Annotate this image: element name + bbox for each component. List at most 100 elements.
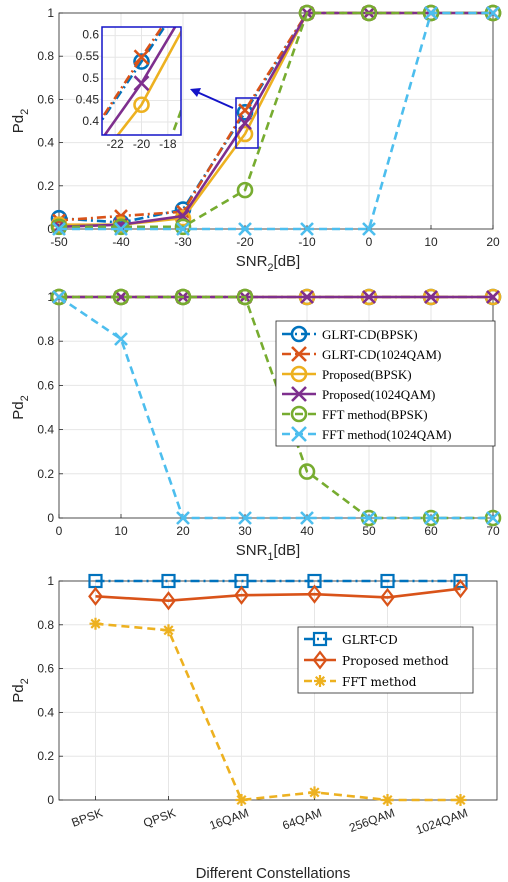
legend-entry: GLRT-CD(BPSK) (282, 325, 418, 343)
inset-data-point (3, 253, 17, 267)
label-main: SNR (236, 542, 268, 559)
legend-entry: FFT method(1024QAM) (282, 426, 451, 442)
legend-marker (312, 631, 328, 647)
label-main: Pd (10, 684, 27, 702)
data-point (52, 290, 66, 304)
chart-2: 00.20.40.60.810 10 20 30 40 50 60 70SNR1[dB]Pd2… (10, 288, 502, 563)
x-tick-label: QPSK (141, 806, 177, 831)
data-point (174, 218, 192, 236)
inset-data-point (133, 53, 150, 70)
data-point (362, 511, 376, 525)
legend-box (275, 320, 496, 447)
data-point (424, 290, 438, 304)
data-point (112, 288, 130, 306)
legend-marker (290, 325, 308, 343)
label-suffix: [dB] (274, 253, 301, 270)
inset-y-tick-label: 0.6 (82, 28, 99, 42)
data-point (486, 290, 500, 304)
y-tick-label: 0.2 (37, 467, 54, 481)
label-sub: 2 (19, 395, 31, 401)
legend-marker (290, 405, 308, 423)
x-tick-label: -10 (298, 235, 316, 249)
data-point (114, 332, 128, 346)
data-point (238, 116, 252, 131)
data-point (50, 218, 68, 236)
y-tick-label: 0 (47, 222, 54, 236)
data-point (50, 288, 68, 306)
y-tick-label: 0.6 (37, 378, 54, 392)
data-point (88, 586, 103, 606)
legend-label: GLRT-CD(BPSK) (322, 327, 418, 342)
x-tick-label: 70 (486, 524, 500, 538)
data-point (236, 288, 254, 306)
x-tick-label: 0 (56, 524, 63, 538)
label-suffix: [dB] (274, 542, 301, 559)
y-tick-label: 0 (47, 793, 54, 807)
x-tick-label: 64QAM (281, 806, 324, 833)
data-point (161, 591, 176, 611)
inset-data-point (133, 75, 150, 92)
data-point (362, 222, 376, 236)
data-point (422, 4, 440, 22)
legend-marker (314, 675, 326, 687)
data-point (453, 573, 468, 589)
inset-y-tick-label: 0.5 (82, 71, 99, 85)
y-tick-label: 0 (47, 511, 54, 525)
x-tick-label: 1024QAM (414, 806, 470, 838)
series-line-5 (59, 11, 493, 229)
data-point (454, 794, 467, 806)
inset-data-point (3, 288, 17, 302)
inset-series (3, 27, 412, 302)
data-point (300, 511, 314, 525)
label-main: Pd (10, 401, 27, 419)
legend-marker (291, 346, 307, 362)
data-point (424, 511, 438, 525)
inset-data-point (3, 262, 17, 276)
data-point (52, 222, 66, 236)
x-tick-label: 16QAM (208, 806, 251, 833)
data-point (235, 794, 248, 806)
legend-entry: Proposed(1024QAM) (282, 386, 435, 402)
label-sub: 2 (267, 262, 273, 274)
data-point (236, 181, 254, 199)
x-tick-label: -30 (174, 235, 192, 249)
legend-entry: FFT method (304, 675, 417, 689)
x-tick-label: -20 (236, 235, 254, 249)
y-tick-label: 1 (47, 6, 54, 20)
data-point (161, 573, 176, 589)
data-point (453, 579, 468, 599)
legend-label: GLRT-CD (342, 633, 398, 647)
inset-data-point (398, 288, 412, 302)
x-tick-label: 10 (424, 235, 438, 249)
zoom-box (235, 97, 259, 149)
y-tick-label: 0.2 (37, 749, 54, 763)
x-axis-label: Different Constellations (196, 865, 351, 882)
data-point (307, 584, 322, 604)
inset-data-point (266, 288, 280, 302)
x-tick-label: 40 (300, 524, 314, 538)
x-tick-label: 10 (114, 524, 128, 538)
data-point (89, 617, 102, 630)
data-point (234, 585, 249, 605)
x-tick-label: 50 (362, 524, 376, 538)
inset-plot: 0.4 0.45 0.5 0.55 0.6 -22 -20 -18 (3, 26, 412, 302)
data-point (486, 511, 500, 525)
legend-label: Proposed(BPSK) (322, 367, 412, 382)
x-tick-label: 60 (424, 524, 438, 538)
label-sub: 1 (267, 551, 273, 563)
x-tick-label: BPSK (70, 806, 105, 830)
y-tick-label: 0.8 (37, 334, 54, 348)
legend-entry: Proposed(BPSK) (282, 365, 412, 383)
x-tick-label: 20 (176, 524, 190, 538)
x-axis-label: SNR1[dB] (236, 542, 300, 563)
y-tick-label: 0.6 (37, 662, 54, 676)
y-tick-label: 0.8 (37, 618, 54, 632)
inset-y-tick-label: 0.4 (82, 114, 99, 128)
inset-data-point (135, 288, 149, 302)
data-point (174, 288, 192, 306)
data-point (238, 222, 252, 236)
y-axis-label: Pd2 (10, 109, 31, 133)
legend-marker (312, 650, 328, 670)
data-point (486, 6, 500, 20)
legend-entry: FFT method(BPSK) (282, 405, 428, 423)
